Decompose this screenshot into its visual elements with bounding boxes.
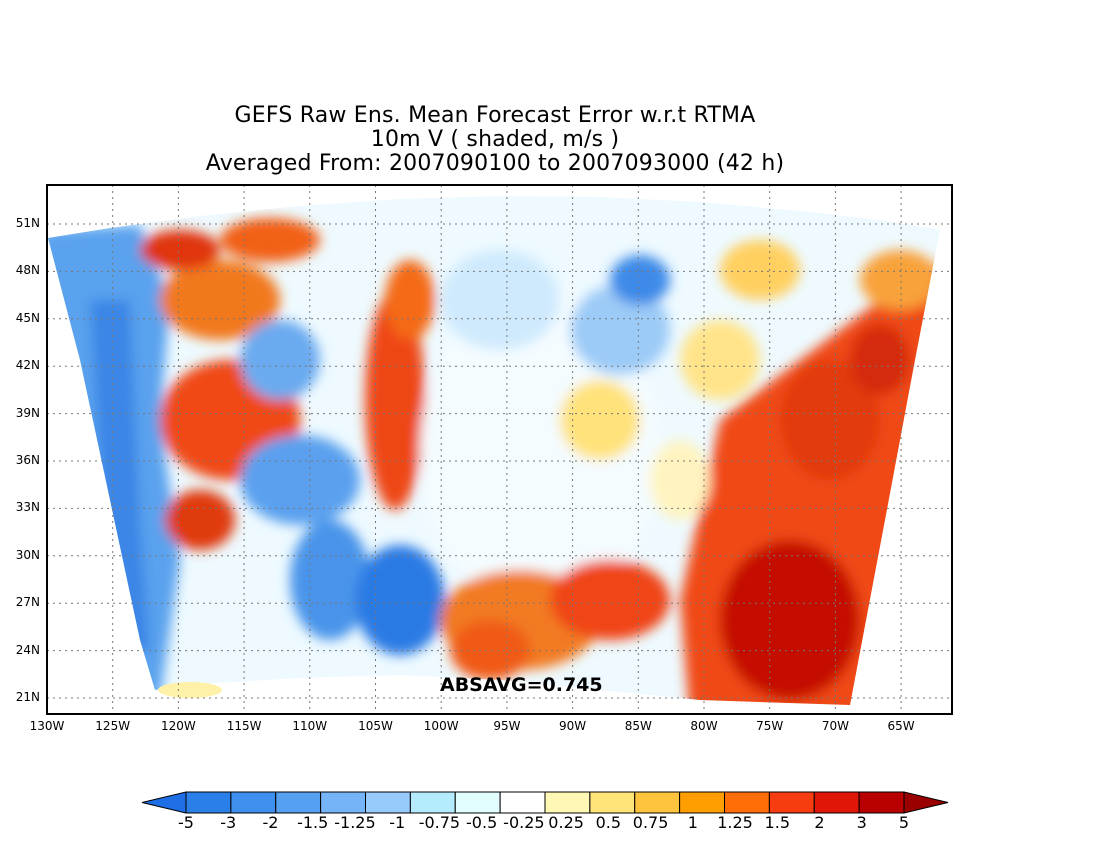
lon-label: 85W (613, 719, 663, 733)
lon-label: 115W (219, 719, 269, 733)
lat-label: 33N (0, 500, 40, 514)
colorbar-right-arrow (904, 792, 948, 813)
lon-label: 100W (416, 719, 466, 733)
lon-label: 90W (548, 719, 598, 733)
lat-label: 27N (0, 595, 40, 609)
colorbar-box (455, 792, 500, 813)
colorbar-box (366, 792, 411, 813)
lon-label: 75W (745, 719, 795, 733)
colorbar-box (276, 792, 321, 813)
lon-label: 95W (482, 719, 532, 733)
colorbar-box (186, 792, 231, 813)
lon-label: 120W (153, 719, 203, 733)
lon-label: 80W (679, 719, 729, 733)
colorbar-box (859, 792, 904, 813)
lon-label: 130W (22, 719, 72, 733)
colorbar-level-label: 5 (874, 813, 934, 832)
colorbar-box (814, 792, 859, 813)
lat-label: 21N (0, 690, 40, 704)
colorbar-box (410, 792, 455, 813)
colorbar-box (769, 792, 814, 813)
lat-label: 24N (0, 643, 40, 657)
lon-label: 125W (88, 719, 138, 733)
colorbar-left-arrow (142, 792, 186, 813)
lat-label: 51N (0, 216, 40, 230)
colorbar-box (590, 792, 635, 813)
colorbar-box (321, 792, 366, 813)
lat-label: 30N (0, 548, 40, 562)
colorbar-box (725, 792, 770, 813)
colorbar (142, 792, 948, 813)
lon-label: 70W (810, 719, 860, 733)
lat-label: 39N (0, 406, 40, 420)
lon-label: 65W (876, 719, 926, 733)
colorbar-box (500, 792, 545, 813)
lon-label: 110W (285, 719, 335, 733)
colorbar-box (680, 792, 725, 813)
colorbar-box (635, 792, 680, 813)
lon-label: 105W (351, 719, 401, 733)
absavg-label: ABSAVG=0.745 (440, 674, 603, 696)
lat-label: 45N (0, 311, 40, 325)
colorbar-box (545, 792, 590, 813)
colorbar-box (231, 792, 276, 813)
baja-patch (158, 682, 222, 698)
lat-label: 48N (0, 263, 40, 277)
lat-label: 42N (0, 358, 40, 372)
lat-label: 36N (0, 453, 40, 467)
